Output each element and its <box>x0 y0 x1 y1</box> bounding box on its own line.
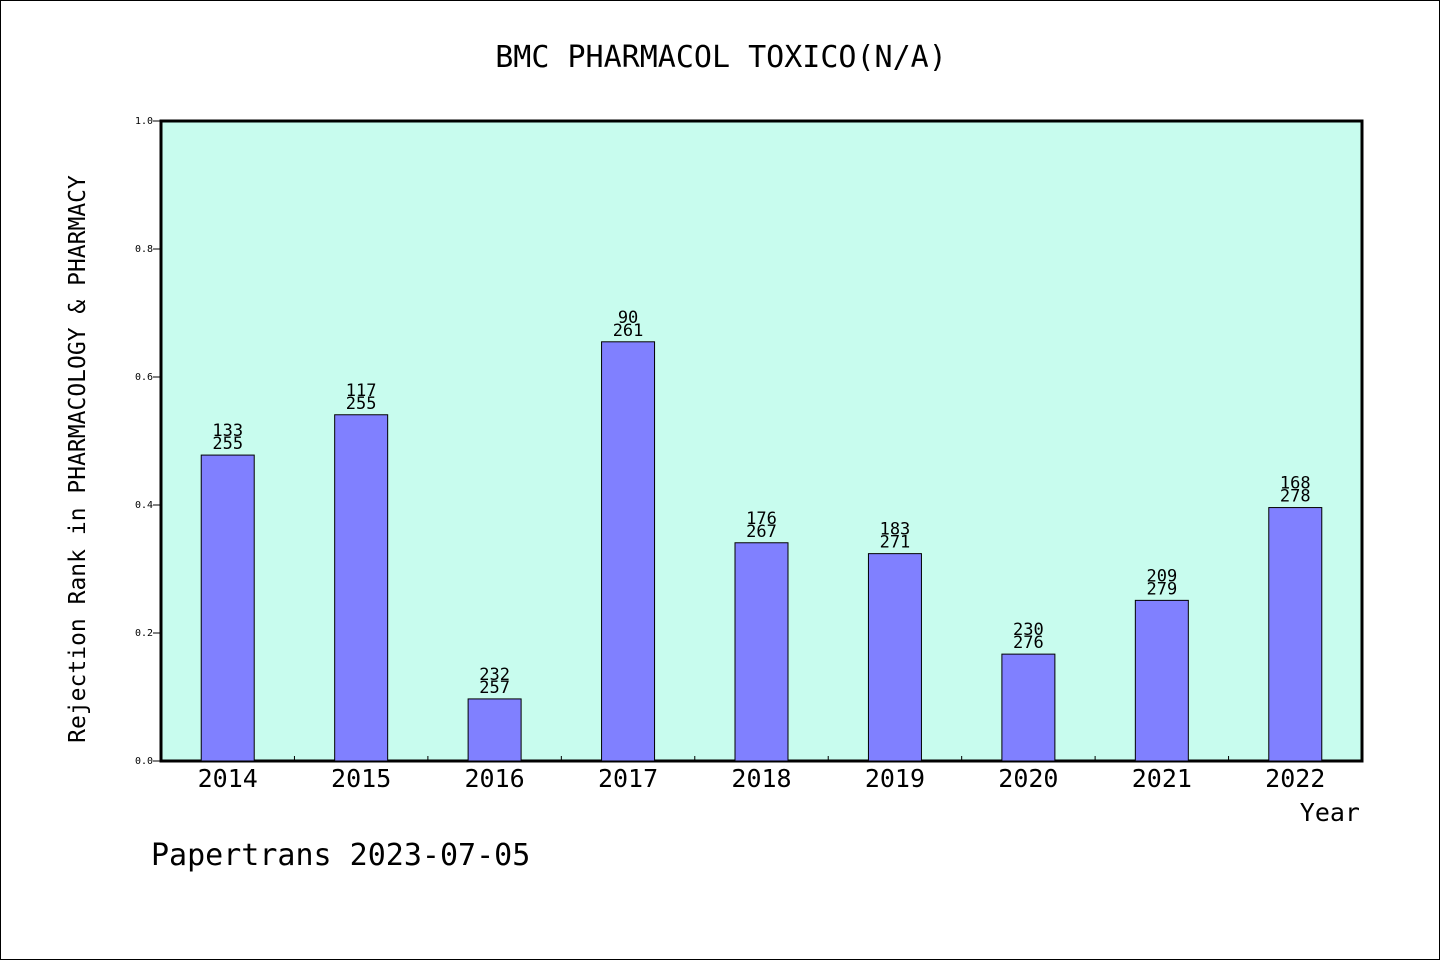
x-tick-label: 2019 <box>865 764 925 793</box>
bar <box>334 414 389 762</box>
y-tick-label: 0.8 <box>135 244 153 255</box>
x-tick-label: 2018 <box>731 764 791 793</box>
x-tick-label: 2017 <box>598 764 658 793</box>
data-label-bottom: 279 <box>1146 579 1177 599</box>
x-tick-label: 2014 <box>198 764 258 793</box>
bar <box>1268 507 1323 762</box>
y-tick-label: 0.2 <box>135 628 153 639</box>
data-label-bottom: 267 <box>746 522 777 542</box>
x-axis-label: Year <box>1300 798 1360 827</box>
data-label-top: 230 <box>1013 620 1044 640</box>
x-tick-label: 2015 <box>331 764 391 793</box>
data-label-bottom: 276 <box>1013 633 1044 653</box>
data-label-top: 209 <box>1146 566 1177 586</box>
data-label-top: 176 <box>746 509 777 529</box>
bar <box>1134 599 1189 762</box>
y-tick-label: 0.4 <box>135 500 153 511</box>
y-tick-label: 1.0 <box>135 116 153 127</box>
y-axis: 0.0 0.2 0.4 0.6 0.8 1.0 <box>135 116 161 767</box>
data-label-top: 117 <box>346 381 377 401</box>
x-axis: 2014 2015 2016 2017 2018 2019 2020 2021 2022 <box>198 756 1325 793</box>
data-label-top: 168 <box>1280 474 1311 494</box>
data-label-bottom: 255 <box>346 394 377 414</box>
data-label-top: 90 <box>618 308 638 328</box>
y-tick-label: 0.6 <box>135 372 153 383</box>
bar <box>601 341 656 762</box>
y-tick-label: 0.0 <box>135 756 153 767</box>
bar <box>734 542 789 762</box>
bar <box>467 698 522 762</box>
x-tick-label: 2016 <box>465 764 525 793</box>
data-label-top: 232 <box>479 665 510 685</box>
data-label-bottom: 278 <box>1280 487 1311 507</box>
data-label-bottom: 271 <box>880 533 911 553</box>
x-tick-label: 2020 <box>998 764 1058 793</box>
bar <box>867 553 922 762</box>
x-tick-label: 2022 <box>1265 764 1325 793</box>
data-label-bottom: 261 <box>613 321 644 341</box>
bar <box>200 454 255 762</box>
chart-title: BMC PHARMACOL TOXICO(N/A) <box>495 40 947 75</box>
data-label-bottom: 257 <box>479 678 510 698</box>
x-tick-label: 2021 <box>1132 764 1192 793</box>
y-axis-label: Rejection Rank in PHARMACOLOGY & PHARMAC… <box>65 175 91 743</box>
bar <box>1001 653 1056 762</box>
data-label-bottom: 255 <box>212 434 243 454</box>
data-label-top: 183 <box>880 520 911 540</box>
data-label-top: 133 <box>212 421 243 441</box>
footer-text: Papertrans 2023-07-05 <box>151 838 530 873</box>
